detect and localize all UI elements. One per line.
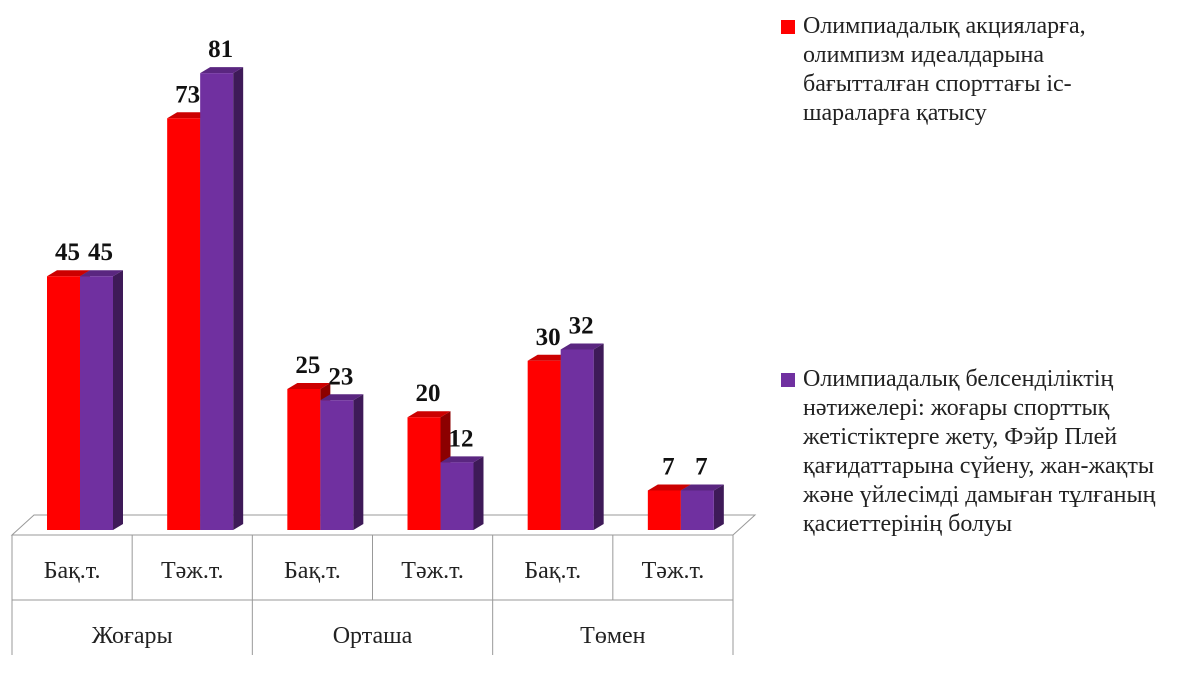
x-tick-label: Бақ.т.: [524, 558, 581, 584]
x-tick-label: Тәж.т.: [642, 558, 705, 584]
data-label: 30: [536, 324, 561, 351]
bar: [440, 456, 484, 530]
group-label: Жоғары: [92, 623, 173, 649]
bar-side: [473, 456, 484, 530]
bar: [80, 270, 123, 530]
legend-item: Олимпиадалық акцияларға, олимпизм идеалд…: [781, 12, 1178, 128]
bar-front: [47, 276, 80, 530]
x-tick-label: Тәж.т.: [161, 558, 224, 584]
bar-front: [320, 400, 354, 530]
data-label: 7: [695, 454, 708, 481]
bar-side: [713, 484, 724, 530]
bar-front: [407, 417, 441, 530]
bar-front: [527, 360, 561, 530]
legend-label: Олимпиадалық акцияларға, олимпизм идеалд…: [803, 13, 1086, 126]
bar: [560, 343, 604, 530]
bar: [680, 484, 724, 530]
data-label: 81: [208, 36, 233, 63]
bar-top: [287, 383, 331, 389]
floor: [10, 514, 757, 536]
data-label: 25: [295, 352, 320, 379]
bar-front: [80, 276, 113, 530]
bar-front: [647, 490, 681, 530]
bar-side: [593, 343, 604, 530]
chart: Бақ.т. Тәж.т. Бақ.т. Тәж.т. Бақ.т. Тәж.т. Жоға…: [10, 36, 757, 655]
bar-front: [287, 389, 321, 530]
legend-swatch: [781, 373, 795, 387]
bar-top: [200, 67, 244, 74]
data-label: 45: [55, 239, 80, 266]
bar-top: [560, 343, 604, 350]
data-label: 73: [175, 81, 200, 108]
x-tick-label: Бақ.т.: [284, 558, 341, 584]
legend-swatch: [781, 20, 795, 34]
bar-top: [167, 112, 211, 119]
group-label: Төмен: [580, 623, 646, 649]
data-label: 12: [449, 425, 474, 452]
data-label: 45: [88, 239, 113, 266]
bar-top: [47, 270, 90, 277]
group-label: Орташа: [333, 623, 413, 649]
bar-top: [320, 394, 364, 401]
data-label: 23: [328, 363, 353, 390]
data-label: 20: [416, 380, 441, 407]
bar-front: [167, 118, 201, 530]
bar-top: [527, 354, 571, 361]
x-tick-label: Тәж.т.: [401, 558, 464, 584]
bar: [200, 67, 244, 530]
bar-front: [680, 490, 714, 530]
data-label: 32: [569, 313, 594, 340]
legend-label: Олимпиадалық белсенділіктің нәтижелері: …: [803, 366, 1156, 537]
bar-top: [440, 456, 484, 463]
data-label: 7: [662, 454, 675, 481]
bar-top: [680, 484, 724, 491]
legend-item: Олимпиадалық белсенділіктің нәтижелері: …: [781, 365, 1178, 539]
x-tick-label: Бақ.т.: [44, 558, 101, 584]
bar: [320, 394, 364, 530]
bar-top: [647, 484, 691, 491]
bar-side: [353, 394, 364, 530]
bar-top: [80, 270, 123, 277]
bar-front: [200, 73, 234, 530]
bar-side: [113, 270, 123, 530]
bar-top: [407, 411, 451, 418]
bar-side: [233, 67, 244, 530]
bar-front: [440, 462, 474, 530]
bar-front: [560, 349, 594, 530]
